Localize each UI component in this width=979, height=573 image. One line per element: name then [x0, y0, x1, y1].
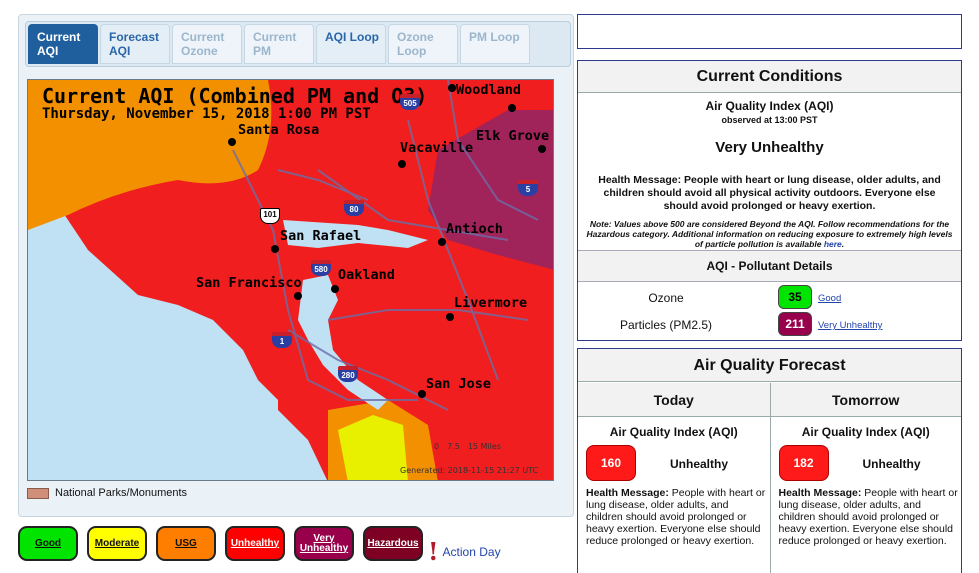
city-dot	[331, 285, 339, 293]
tab-ozone-loop[interactable]: Ozone Loop	[388, 24, 458, 64]
city-dot	[448, 84, 456, 92]
aqi-unhealthy-button[interactable]: Unhealthy	[225, 526, 285, 561]
forecast-tomorrow: Tomorrow Air Quality Index (AQI) 182 Unh…	[769, 383, 961, 573]
pollutant-name: Particles (PM2.5)	[619, 318, 713, 332]
aqi-usg-button[interactable]: USG	[156, 526, 216, 561]
scale-label: 15 Miles	[467, 442, 501, 451]
forecast-panel: Air Quality Forecast Today Air Quality I…	[577, 348, 962, 573]
action-day-label: Action Day	[442, 544, 501, 559]
forecast-aqi-label: Air Quality Index (AQI)	[801, 425, 930, 439]
city-san-francisco: San Francisco	[196, 275, 302, 291]
map-tabs: Current AQI Forecast AQI Current Ozone C…	[25, 21, 571, 67]
aqi-moderate-button[interactable]: Moderate	[87, 526, 147, 561]
city-dot	[294, 292, 302, 300]
city-antioch: Antioch	[446, 221, 503, 237]
pollutant-details-header: AQI - Pollutant Details	[578, 250, 961, 282]
beyond-aqi-note: Note: Values above 500 are considered Be…	[586, 219, 953, 249]
aqi-good-button[interactable]: Good	[18, 526, 78, 561]
top-empty-box	[577, 14, 962, 49]
forecast-aqi-value: 182	[778, 445, 829, 481]
parks-swatch	[27, 487, 49, 499]
city-woodland: Woodland	[456, 82, 522, 98]
parks-legend-label: National Parks/Monuments	[55, 487, 188, 499]
exclamation-icon: !	[428, 537, 439, 566]
city-dot	[271, 245, 279, 253]
city-elk-grove: Elk Grove	[476, 128, 550, 144]
parks-legend: National Parks/Monuments	[27, 487, 187, 499]
forecast-aqi-label: Air Quality Index (AQI)	[609, 425, 738, 439]
aqi-map[interactable]: Current AQI (Combined PM and O3) Thursda…	[27, 79, 554, 481]
forecast-aqi-value: 160	[586, 445, 636, 481]
map-graphic	[28, 80, 553, 480]
highway-101-icon: 101	[260, 208, 280, 224]
aqi-very-unhealthy-button[interactable]: Very Unhealthy	[294, 526, 354, 561]
action-day-link[interactable]: ! Action Day	[428, 537, 501, 566]
city-san-rafael: San Rafael	[280, 228, 362, 244]
forecast-columns: Today Air Quality Index (AQI) 160 Unheal…	[578, 383, 961, 573]
forecast-health-message: Health Message: People with heart or lun…	[586, 487, 766, 547]
pollutant-value: 211	[778, 312, 812, 336]
tab-forecast-aqi[interactable]: Forecast AQI	[100, 24, 170, 64]
city-livermore: Livermore	[454, 295, 528, 311]
tab-pm-loop[interactable]: PM Loop	[460, 24, 530, 64]
forecast-day-label: Tomorrow	[770, 383, 961, 417]
aqi-hazardous-button[interactable]: Hazardous	[363, 526, 423, 561]
forecast-category: Unhealthy	[670, 457, 729, 471]
pollutant-name: Ozone	[648, 291, 684, 305]
city-oakland: Oakland	[338, 267, 395, 283]
highway-580-icon: 580	[311, 260, 331, 276]
city-san-jose: San Jose	[426, 376, 492, 392]
forecast-today: Today Air Quality Index (AQI) 160 Unheal…	[578, 383, 770, 573]
highway-280-icon: 280	[338, 366, 358, 382]
map-subtitle: Thursday, November 15, 2018 1:00 PM PST	[42, 106, 371, 122]
forecast-category: Unhealthy	[862, 457, 921, 471]
tab-current-aqi[interactable]: Current AQI	[28, 24, 98, 64]
forecast-title: Air Quality Forecast	[578, 349, 961, 382]
current-conditions-body: Air Quality Index (AQI) observed at 13:0…	[578, 93, 961, 249]
forecast-day-label: Today	[578, 383, 770, 417]
city-dot	[398, 160, 406, 168]
aqi-label: Air Quality Index (AQI)	[705, 99, 834, 113]
pollutant-row-pm25: Particles (PM2.5) 211 Very Unhealthy	[578, 312, 961, 338]
map-generated: Generated: 2018-11-15 21:27 UTC	[400, 466, 539, 475]
health-text: People with heart or lung disease, older…	[778, 487, 958, 547]
city-dot	[228, 138, 236, 146]
tab-current-ozone[interactable]: Current Ozone	[172, 24, 242, 64]
note-text: Note: Values above 500 are considered Be…	[586, 219, 953, 249]
tab-aqi-loop[interactable]: AQI Loop	[316, 24, 386, 64]
pollutant-category-link[interactable]: Good	[818, 293, 842, 304]
highway-1-icon: 1	[272, 332, 292, 348]
city-dot	[438, 238, 446, 246]
map-scale: 0 7.5 15 Miles	[434, 442, 501, 451]
pollutant-value: 35	[778, 285, 812, 309]
forecast-health-message: Health Message: People with heart or lun…	[779, 487, 959, 547]
health-label: Health Message:	[586, 487, 669, 499]
current-conditions-title: Current Conditions	[578, 61, 961, 93]
health-text: People with heart or lung disease, older…	[586, 487, 766, 547]
map-title: Current AQI (Combined PM and O3)	[42, 84, 428, 108]
aqi-category-buttons: Good Moderate USG Unhealthy Very Unhealt…	[18, 526, 423, 561]
city-dot	[418, 390, 426, 398]
pollutant-category-link[interactable]: Very Unhealthy	[818, 320, 883, 331]
health-label: Health Message:	[778, 487, 862, 499]
pollutant-row-ozone: Ozone 35 Good	[578, 285, 961, 311]
tab-current-pm[interactable]: Current PM	[244, 24, 314, 64]
current-conditions-panel: Current Conditions Air Quality Index (AQ…	[577, 60, 962, 341]
observed-time: observed at 13:00 PST	[721, 115, 818, 125]
current-status: Very Unhealthy	[715, 139, 824, 156]
city-santa-rosa: Santa Rosa	[238, 122, 320, 138]
scale-label: 7.5	[447, 442, 460, 451]
highway-80-icon: 80	[344, 200, 364, 216]
scale-label: 0	[434, 442, 440, 451]
city-vacaville: Vacaville	[400, 140, 474, 156]
health-message: Health Message: People with heart or lun…	[598, 174, 941, 212]
note-here-link[interactable]: here	[823, 239, 842, 249]
city-dot	[538, 145, 546, 153]
map-panel: Current AQI Forecast AQI Current Ozone C…	[18, 14, 574, 517]
city-dot	[508, 104, 516, 112]
highway-505-icon: 505	[400, 94, 420, 110]
city-dot	[446, 313, 454, 321]
highway-5-icon: 5	[518, 180, 538, 196]
